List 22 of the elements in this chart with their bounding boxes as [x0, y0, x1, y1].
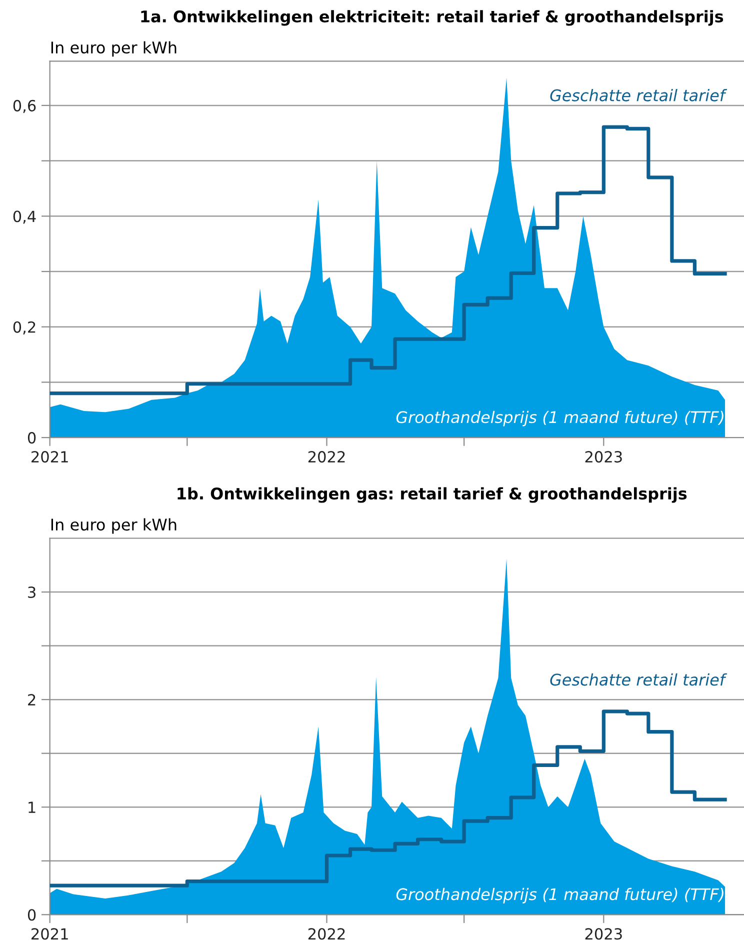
- text: Geschatte retail tarief: [550, 88, 728, 102]
- y-tick-label: 0: [28, 432, 36, 444]
- x-tick-label: 2023: [585, 451, 622, 463]
- chart-title: 1a. Ontwikkelingen elektriciteit: retail tarief & groothandelsprijs: [141, 10, 724, 26]
- y-tick-label: 3: [28, 586, 36, 598]
- y-tick-label: 0: [28, 909, 36, 921]
- y-axis-title: In euro per kWh: [51, 41, 176, 57]
- y-tick-label: 0,2: [13, 321, 36, 334]
- y-tick-label: 0,6: [13, 100, 36, 114]
- x-tick-label: 2022: [308, 451, 345, 463]
- y-tick-label: 1: [28, 802, 36, 813]
- x-tick-label: 2023: [585, 928, 622, 940]
- series-label: Groothandelsprijs (1 maand future) (TTF): [396, 410, 724, 426]
- x-tick-label: 2022: [308, 928, 345, 940]
- x-tick-label: 2021: [32, 928, 68, 940]
- y-tick-label: 2: [28, 694, 36, 706]
- text: Geschatte retail tarief: [550, 673, 728, 686]
- y-axis-title: In euro per kWh: [51, 518, 176, 534]
- y-tick-label: 0,4: [13, 210, 36, 224]
- series-label: Groothandelsprijs (1 maand future) (TTF): [396, 888, 724, 904]
- chart-title: 1b. Ontwikkelingen gas: retail tarief & groothandelsprijs: [178, 487, 687, 503]
- x-tick-label: 2021: [32, 451, 68, 463]
